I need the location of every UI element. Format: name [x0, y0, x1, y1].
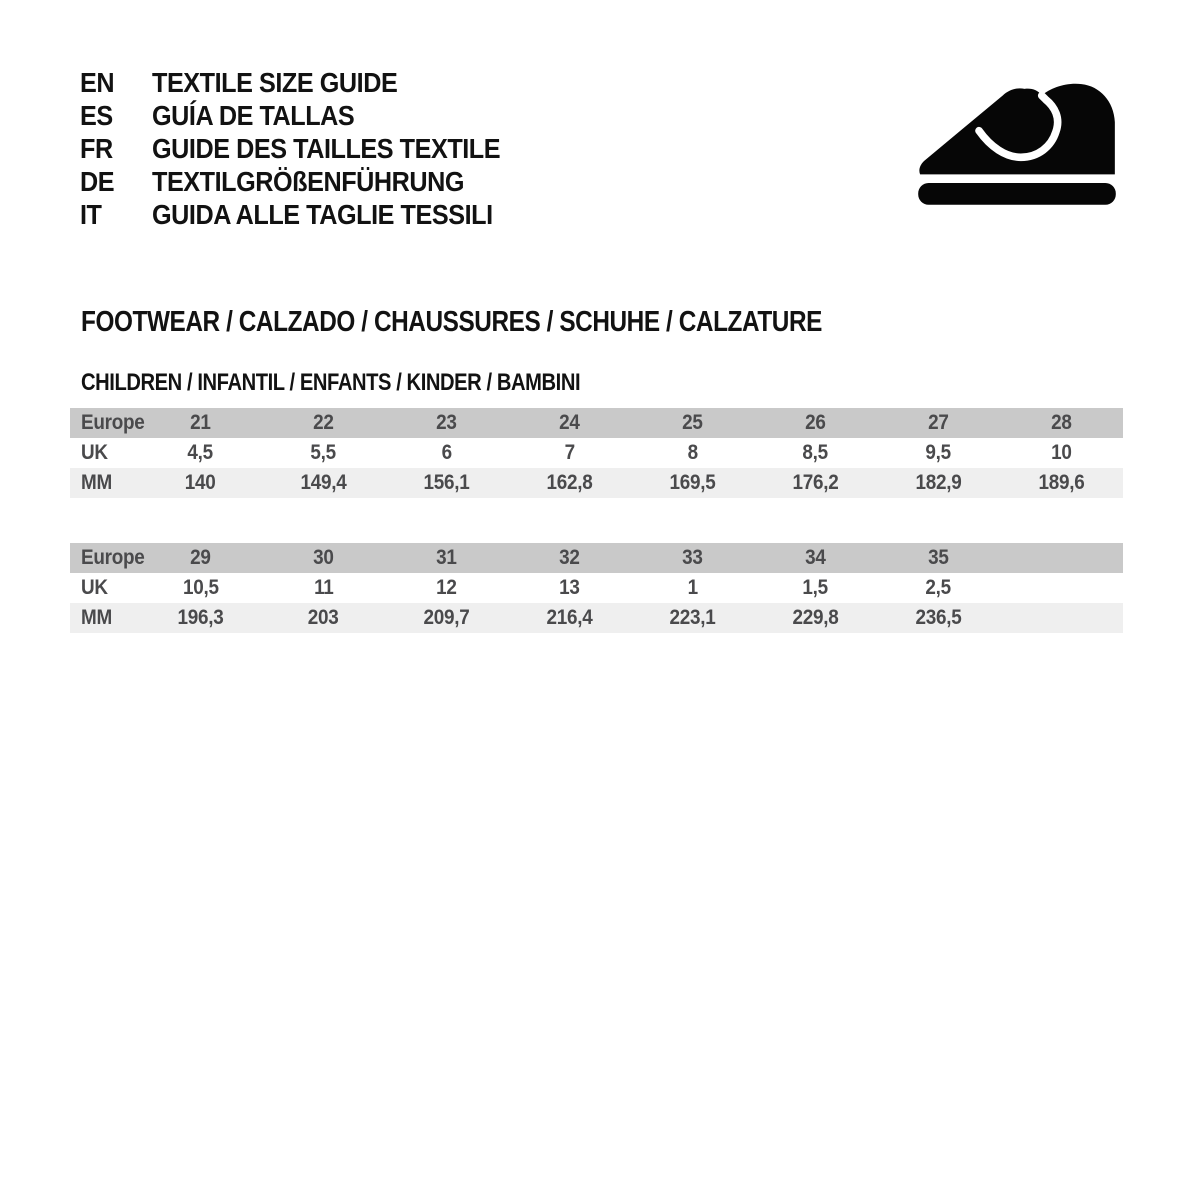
size-cell: 31	[436, 546, 457, 569]
language-label: TEXTILE SIZE GUIDE	[152, 66, 398, 98]
size-cell: 27	[928, 411, 949, 434]
table-row-uk: UK 10,5 11 12 13 1 1,5 2,5	[70, 573, 1123, 603]
size-cell: 30	[313, 546, 334, 569]
size-cell: 25	[682, 411, 703, 434]
size-cell: 8,5	[802, 441, 829, 464]
size-cell: 156,1	[423, 471, 470, 494]
size-cell: 35	[928, 546, 949, 569]
children-shoe-icon	[903, 72, 1131, 216]
size-cell: 236,5	[915, 606, 962, 629]
table-row-mm: MM 140 149,4 156,1 162,8 169,5 176,2 182,9 189,6	[70, 468, 1123, 498]
size-cell: 182,9	[915, 471, 962, 494]
row-label-cell: MM	[81, 606, 112, 629]
size-cell: 29	[190, 546, 211, 569]
size-cell: 196,3	[177, 606, 224, 629]
size-cell: 216,4	[546, 606, 593, 629]
size-cell: 34	[805, 546, 826, 569]
size-cell: 140	[185, 471, 216, 494]
size-cell: 28	[1051, 411, 1072, 434]
language-row-fr: FR GUIDE DES TAILLES TEXTILE	[80, 132, 539, 165]
row-label-cell: Europe	[81, 411, 145, 434]
section-title: FOOTWEAR / CALZADO / CHAUSSURES / SCHUHE…	[81, 306, 822, 338]
size-cell: 10	[1051, 441, 1072, 464]
language-label: TEXTILGRÖßENFÜHRUNG	[152, 165, 465, 197]
size-cell: 149,4	[300, 471, 347, 494]
size-cell: 26	[805, 411, 826, 434]
children-size-table-2: Europe 29 30 31 32 33 34 35 UK 10,5 11 12 13 1 1,5 2,5 M…	[70, 543, 1123, 633]
language-row-de: DE TEXTILGRÖßENFÜHRUNG	[80, 165, 539, 198]
table-row-uk: UK 4,5 5,5 6 7 8 8,5 9,5 10	[70, 438, 1123, 468]
size-cell: 10,5	[182, 576, 219, 599]
size-cell: 8	[687, 441, 698, 464]
language-row-es: ES GUÍA DE TALLAS	[80, 99, 539, 132]
size-cell: 229,8	[792, 606, 839, 629]
size-cell	[1000, 606, 1123, 630]
children-size-table-1: Europe 21 22 23 24 25 26 27 28 UK 4,5 5,5 6 7 8 8,5 9,5 1…	[70, 408, 1123, 498]
size-cell	[1000, 576, 1123, 600]
size-cell: 24	[559, 411, 580, 434]
row-label-cell: UK	[81, 576, 108, 599]
language-label: GUIDA ALLE TAGLIE TESSILI	[152, 198, 493, 230]
section-subtitle: CHILDREN / INFANTIL / ENFANTS / KINDER /…	[81, 369, 581, 396]
size-cell: 22	[313, 411, 334, 434]
row-label-cell: Europe	[81, 546, 145, 569]
size-cell: 209,7	[423, 606, 470, 629]
language-code: ES	[80, 99, 113, 131]
size-cell: 2,5	[925, 576, 952, 599]
size-cell: 32	[559, 546, 580, 569]
size-cell: 176,2	[792, 471, 839, 494]
size-cell: 169,5	[669, 471, 716, 494]
size-cell: 223,1	[669, 606, 716, 629]
language-code: EN	[80, 66, 115, 98]
size-cell: 9,5	[925, 441, 952, 464]
row-label-cell: MM	[81, 471, 112, 494]
language-title-list: EN TEXTILE SIZE GUIDE ES GUÍA DE TALLAS FR GU…	[80, 66, 539, 231]
language-row-en: EN TEXTILE SIZE GUIDE	[80, 66, 539, 99]
size-cell: 13	[559, 576, 580, 599]
table-row-mm: MM 196,3 203 209,7 216,4 223,1 229,8 236,5	[70, 603, 1123, 633]
size-cell: 7	[564, 441, 575, 464]
table-row-europe: Europe 21 22 23 24 25 26 27 28	[70, 408, 1123, 438]
language-row-it: IT GUIDA ALLE TAGLIE TESSILI	[80, 198, 539, 231]
size-cell	[1000, 546, 1123, 570]
language-code: DE	[80, 165, 115, 197]
size-cell: 1,5	[802, 576, 829, 599]
language-code: FR	[80, 132, 113, 164]
size-cell: 4,5	[187, 441, 214, 464]
size-cell: 189,6	[1038, 471, 1085, 494]
language-code: IT	[80, 198, 102, 230]
size-cell: 162,8	[546, 471, 593, 494]
table-row-europe: Europe 29 30 31 32 33 34 35	[70, 543, 1123, 573]
size-cell: 12	[436, 576, 457, 599]
size-cell: 5,5	[310, 441, 337, 464]
size-cell: 203	[308, 606, 339, 629]
language-label: GUIDE DES TAILLES TEXTILE	[152, 132, 501, 164]
size-cell: 33	[682, 546, 703, 569]
size-cell: 6	[441, 441, 452, 464]
row-label-cell: UK	[81, 441, 108, 464]
size-cell: 1	[687, 576, 698, 599]
size-cell: 23	[436, 411, 457, 434]
size-cell: 11	[313, 576, 334, 599]
language-label: GUÍA DE TALLAS	[152, 99, 355, 131]
size-cell: 21	[190, 411, 211, 434]
